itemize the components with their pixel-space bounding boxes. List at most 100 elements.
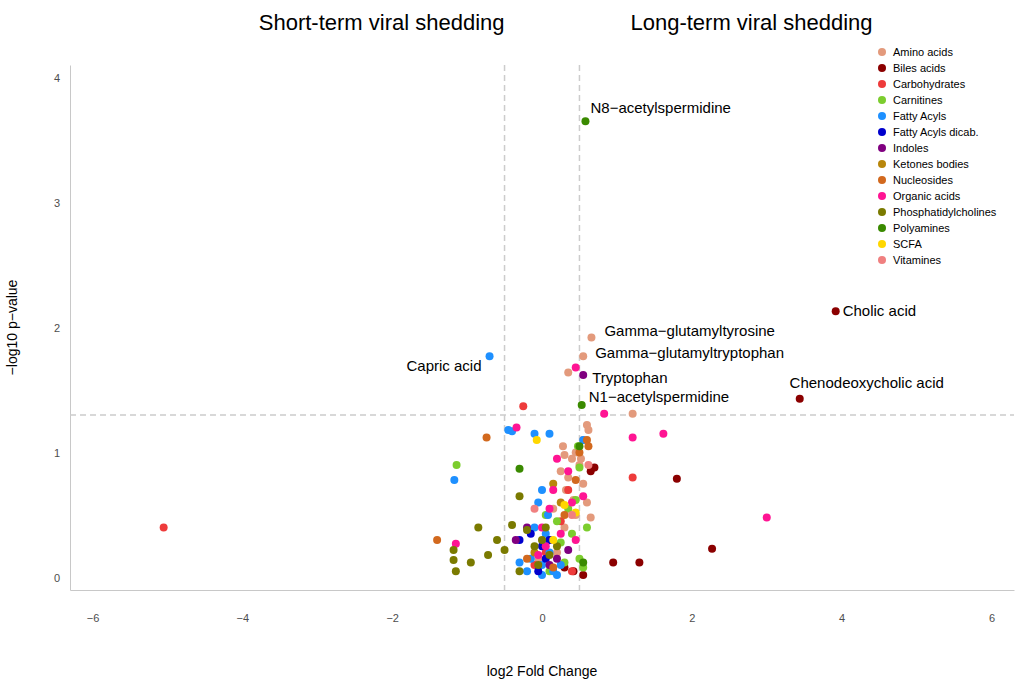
- point: [579, 371, 587, 379]
- threshold-line: [504, 65, 506, 590]
- point: [534, 551, 542, 559]
- x-tick: 4: [839, 590, 845, 624]
- point: [512, 536, 520, 544]
- y-tick-label: 2: [54, 322, 60, 334]
- legend-label: Polyamines: [893, 222, 950, 234]
- series: [531, 480, 565, 557]
- legend-label: Nucleosides: [893, 174, 953, 186]
- annotation: Chenodeoxycholic acid: [790, 374, 944, 391]
- legend-marker: [878, 176, 886, 184]
- x-tick: −6: [87, 590, 100, 624]
- point: [564, 486, 572, 494]
- point: [579, 559, 587, 567]
- legend-marker: [878, 144, 886, 152]
- x-tick: 0: [539, 590, 545, 624]
- legend-label: Carbohydrates: [893, 78, 966, 90]
- point: [560, 501, 568, 509]
- point: [531, 505, 539, 513]
- point: [659, 430, 667, 438]
- point: [553, 517, 561, 525]
- point: [519, 402, 527, 410]
- legend: Amino acids Biles acids Carbohydrates Carni…: [878, 46, 997, 266]
- point: [486, 352, 494, 360]
- x-axis-title: log2 Fold Change: [487, 663, 598, 679]
- legend-marker: [878, 128, 886, 136]
- x-tick-label: 6: [989, 612, 995, 624]
- point: [474, 524, 482, 532]
- point: [796, 395, 804, 403]
- point: [583, 524, 591, 532]
- point: [542, 524, 550, 532]
- point: [629, 474, 637, 482]
- point: [600, 410, 608, 418]
- annotation: Gamma−glutamyltryptophan: [595, 344, 784, 361]
- x-tick-label: −2: [386, 612, 399, 624]
- point: [609, 559, 617, 567]
- point: [553, 571, 561, 579]
- legend-marker: [878, 160, 886, 168]
- point: [545, 551, 553, 559]
- point: [568, 567, 576, 575]
- series: [516, 530, 554, 576]
- legend-label: Amino acids: [893, 46, 953, 58]
- annotation: Cholic acid: [843, 302, 916, 319]
- legend-marker: [878, 64, 886, 72]
- point: [560, 451, 568, 459]
- header: Long-term viral shedding: [630, 10, 872, 35]
- point: [483, 434, 491, 442]
- legend-marker: [878, 96, 886, 104]
- point: [493, 536, 501, 544]
- series: [453, 442, 591, 575]
- point: [533, 436, 541, 444]
- point: [568, 511, 576, 519]
- series: [531, 461, 593, 519]
- series: [450, 492, 561, 575]
- point: [516, 567, 524, 575]
- point: [579, 480, 587, 488]
- legend-label: Organic acids: [893, 190, 961, 202]
- point: [553, 455, 561, 463]
- legend-label: Vitamines: [893, 254, 942, 266]
- point: [484, 551, 492, 559]
- x-tick-label: 0: [539, 612, 545, 624]
- point: [516, 465, 524, 473]
- point: [453, 461, 461, 469]
- series: [512, 371, 587, 569]
- x-tick: −2: [386, 590, 399, 624]
- point: [584, 461, 592, 469]
- point: [584, 442, 592, 450]
- point: [575, 464, 583, 472]
- point: [523, 526, 531, 534]
- point: [579, 352, 587, 360]
- legend-label: Carnitines: [893, 94, 943, 106]
- point: [513, 424, 521, 432]
- point: [452, 567, 460, 575]
- x-tick-label: −6: [87, 612, 100, 624]
- point: [538, 486, 546, 494]
- x-tick-label: −4: [237, 612, 250, 624]
- x-tick: 2: [689, 590, 695, 624]
- point: [516, 492, 524, 500]
- series: [433, 434, 592, 572]
- point: [501, 546, 509, 554]
- point: [433, 536, 441, 544]
- point: [557, 467, 565, 475]
- legend-label: Biles acids: [893, 62, 946, 74]
- point: [579, 571, 587, 579]
- annotation: N1−acetylspermidine: [589, 388, 730, 405]
- point: [568, 499, 576, 507]
- point: [572, 536, 580, 544]
- y-axis: 01234: [54, 66, 71, 591]
- series: [560, 307, 839, 579]
- legend-label: Phosphatidylcholines: [893, 206, 997, 218]
- y-tick: 1: [54, 447, 70, 459]
- point: [549, 486, 557, 494]
- point: [557, 530, 565, 538]
- x-tick: −4: [237, 590, 250, 624]
- point: [579, 492, 587, 500]
- point: [587, 334, 595, 342]
- point: [549, 536, 557, 544]
- series: [516, 117, 590, 566]
- point: [564, 369, 572, 377]
- background: [0, 0, 1020, 686]
